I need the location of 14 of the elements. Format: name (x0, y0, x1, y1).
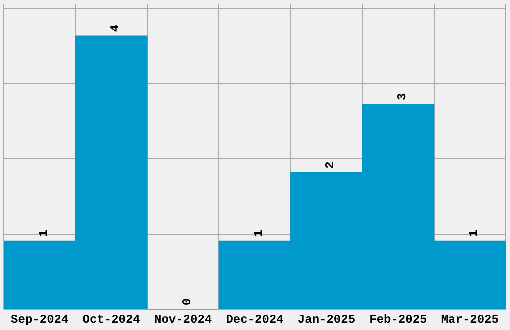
x-tick-label: Sep-2024 (11, 312, 69, 327)
x-tick-label: Feb-2025 (370, 312, 428, 327)
data-label: 4 (108, 24, 123, 32)
data-label: 3 (395, 93, 410, 100)
data-label: 0 (180, 298, 194, 306)
data-label: 1 (252, 230, 266, 238)
x-tick-label: Jan-2025 (298, 312, 356, 327)
data-label: 1 (467, 230, 482, 238)
x-tick-label: Nov-2024 (154, 312, 212, 327)
x-tick-label: Dec-2024 (226, 312, 284, 327)
data-label: 1 (36, 230, 51, 238)
x-tick-label: Oct-2024 (82, 312, 140, 327)
data-label: 2 (324, 162, 338, 169)
x-tick-label: Mar-2025 (441, 312, 499, 327)
